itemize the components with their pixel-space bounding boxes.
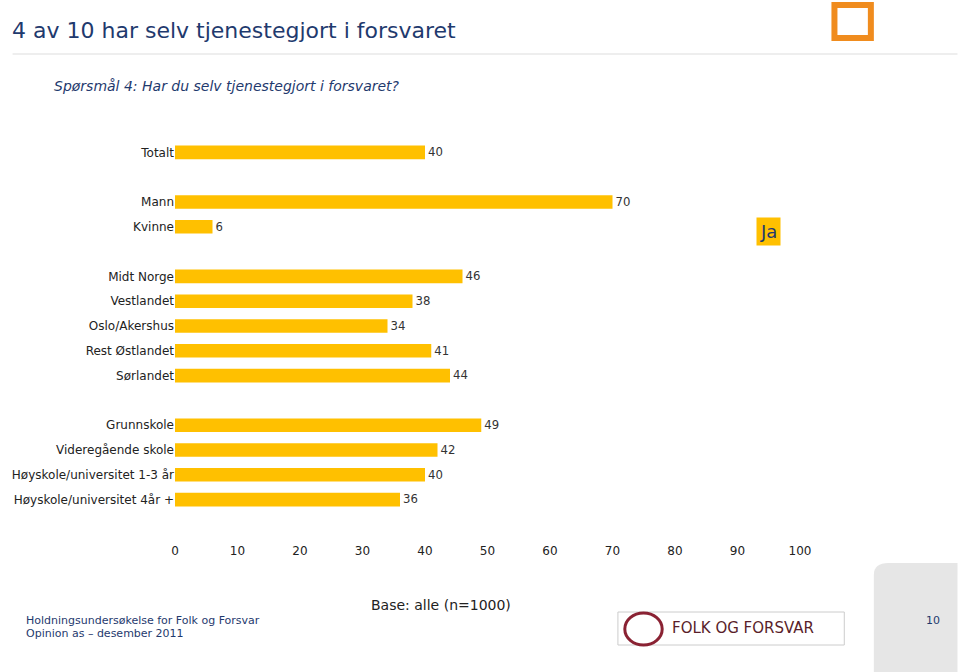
svg-text:Videregående skole: Videregående skole xyxy=(56,443,174,457)
svg-text:80: 80 xyxy=(667,544,682,558)
svg-text:70: 70 xyxy=(616,195,631,209)
svg-text:40: 40 xyxy=(428,468,443,482)
svg-text:46: 46 xyxy=(466,269,481,283)
svg-text:Holdningsundersøkelse for Folk: Holdningsundersøkelse for Folk og Forsva… xyxy=(26,614,260,627)
svg-text:70: 70 xyxy=(605,544,620,558)
svg-text:Opinion as – desember 2011: Opinion as – desember 2011 xyxy=(26,627,184,640)
svg-text:100: 100 xyxy=(789,544,812,558)
svg-text:4 av 10 har selv tjenestegjort: 4 av 10 har selv tjenestegjort i forsvar… xyxy=(12,18,456,43)
svg-text:Rest Østlandet: Rest Østlandet xyxy=(86,344,175,358)
svg-text:Spørsmål 4: Har du selv tjenes: Spørsmål 4: Har du selv tjenestegjort i … xyxy=(54,78,400,94)
svg-text:Oslo/Akershus: Oslo/Akershus xyxy=(89,319,174,333)
svg-text:44: 44 xyxy=(453,368,468,382)
svg-text:30: 30 xyxy=(355,544,370,558)
svg-text:34: 34 xyxy=(391,319,406,333)
svg-text:Totalt: Totalt xyxy=(140,146,174,160)
svg-text:10: 10 xyxy=(230,544,245,558)
svg-text:Høyskole/universitet 1-3 år: Høyskole/universitet 1-3 år xyxy=(12,468,174,482)
svg-text:Vestlandet: Vestlandet xyxy=(110,294,174,308)
svg-text:50: 50 xyxy=(480,544,495,558)
svg-text:Midt Norge: Midt Norge xyxy=(108,270,174,284)
svg-text:Base: alle (n=1000): Base: alle (n=1000) xyxy=(371,597,511,613)
svg-text:0: 0 xyxy=(171,544,179,558)
svg-text:Mann: Mann xyxy=(141,195,174,209)
svg-text:Ja: Ja xyxy=(760,221,777,242)
svg-text:49: 49 xyxy=(484,418,499,432)
svg-text:40: 40 xyxy=(428,145,443,159)
svg-text:42: 42 xyxy=(441,443,456,457)
svg-text:10: 10 xyxy=(926,614,940,627)
svg-text:60: 60 xyxy=(542,544,557,558)
svg-text:36: 36 xyxy=(403,492,418,506)
svg-text:90: 90 xyxy=(730,544,745,558)
svg-text:FOLK OG FORSVAR: FOLK OG FORSVAR xyxy=(672,619,814,637)
svg-text:38: 38 xyxy=(416,294,431,308)
svg-text:6: 6 xyxy=(216,220,223,234)
svg-text:Høyskole/universitet 4år +: Høyskole/universitet 4år + xyxy=(14,493,174,507)
svg-text:Grunnskole: Grunnskole xyxy=(106,418,174,432)
svg-text:40: 40 xyxy=(417,544,432,558)
svg-text:Kvinne: Kvinne xyxy=(133,220,174,234)
svg-text:20: 20 xyxy=(292,544,307,558)
svg-text:Sørlandet: Sørlandet xyxy=(116,369,174,383)
svg-text:41: 41 xyxy=(434,344,449,358)
